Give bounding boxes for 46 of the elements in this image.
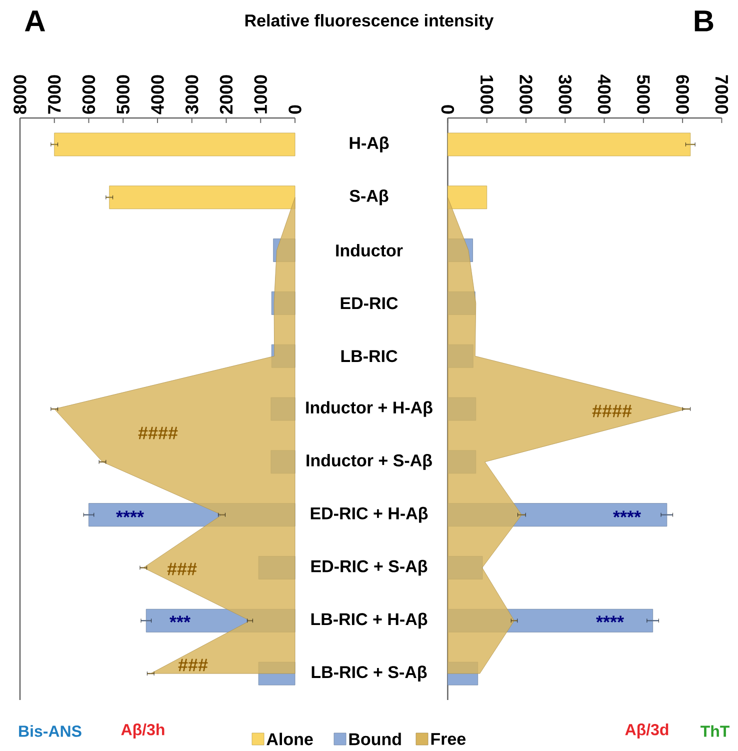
- x-tick-label: 0: [288, 105, 302, 114]
- y-tick-label: ED-RIC + H-Aβ: [310, 506, 428, 523]
- text: Aβ/3d: [625, 724, 668, 738]
- legend-label: Free: [431, 733, 466, 745]
- x-tick-label: 4000: [598, 74, 611, 114]
- x-tick-label: 2000: [220, 75, 233, 114]
- x-tick-label: 3000: [185, 75, 198, 114]
- x-tick-label: 1000: [480, 76, 494, 114]
- text: Bis-ANS: [19, 725, 82, 737]
- text: Aβ/3h: [121, 724, 164, 738]
- chart-title: A: [24, 10, 46, 32]
- y-tick-label: Inductor: [336, 244, 403, 257]
- legend-label: Bound: [349, 732, 401, 746]
- annotation: ****: [613, 510, 641, 518]
- x-tick-label: 5000: [116, 75, 130, 114]
- x-tick-label: 1000: [254, 75, 267, 114]
- x-tick-label: 2000: [520, 75, 532, 114]
- x-tick-label: 6000: [676, 75, 689, 114]
- annotation: ***: [170, 616, 190, 622]
- y-tick-label: H-Aβ: [350, 136, 389, 152]
- x-tick-label: 7000: [48, 75, 61, 114]
- annotation: ###: [178, 658, 208, 672]
- legend-label: Alone: [266, 732, 313, 746]
- x-tick-label: 3000: [558, 74, 572, 114]
- x-axis-title: Relative fluorescence intensity: [245, 14, 494, 30]
- y-tick-label: LB-RIC + H-Aβ: [311, 612, 428, 629]
- annotation: ####: [138, 426, 178, 440]
- annotation: ****: [596, 616, 624, 622]
- annotation: ****: [116, 510, 144, 518]
- x-tick-label: 8000: [14, 75, 26, 114]
- x-tick-label: 7000: [715, 75, 728, 114]
- y-tick-label: LB-RIC + S-Aβ: [312, 666, 427, 682]
- y-tick-label: S-Aβ: [350, 189, 388, 206]
- y-tick-label: ED-RIC + S-Aβ: [311, 560, 428, 576]
- x-tick-label: 6000: [82, 75, 96, 114]
- y-tick-label: ED-RIC: [340, 297, 398, 310]
- y-tick-label: LB-RIC: [341, 350, 398, 362]
- x-tick-label: 4000: [151, 75, 164, 114]
- y-tick-label: Inductor + H-Aβ: [306, 401, 432, 417]
- chart-title: B: [694, 10, 714, 32]
- x-tick-label: 0: [441, 105, 454, 114]
- annotation: ####: [592, 404, 632, 418]
- y-tick-label: Inductor + S-Aβ: [306, 454, 432, 470]
- text: ThT: [700, 725, 730, 737]
- x-tick-label: 5000: [637, 74, 650, 114]
- annotation: ###: [167, 562, 197, 576]
